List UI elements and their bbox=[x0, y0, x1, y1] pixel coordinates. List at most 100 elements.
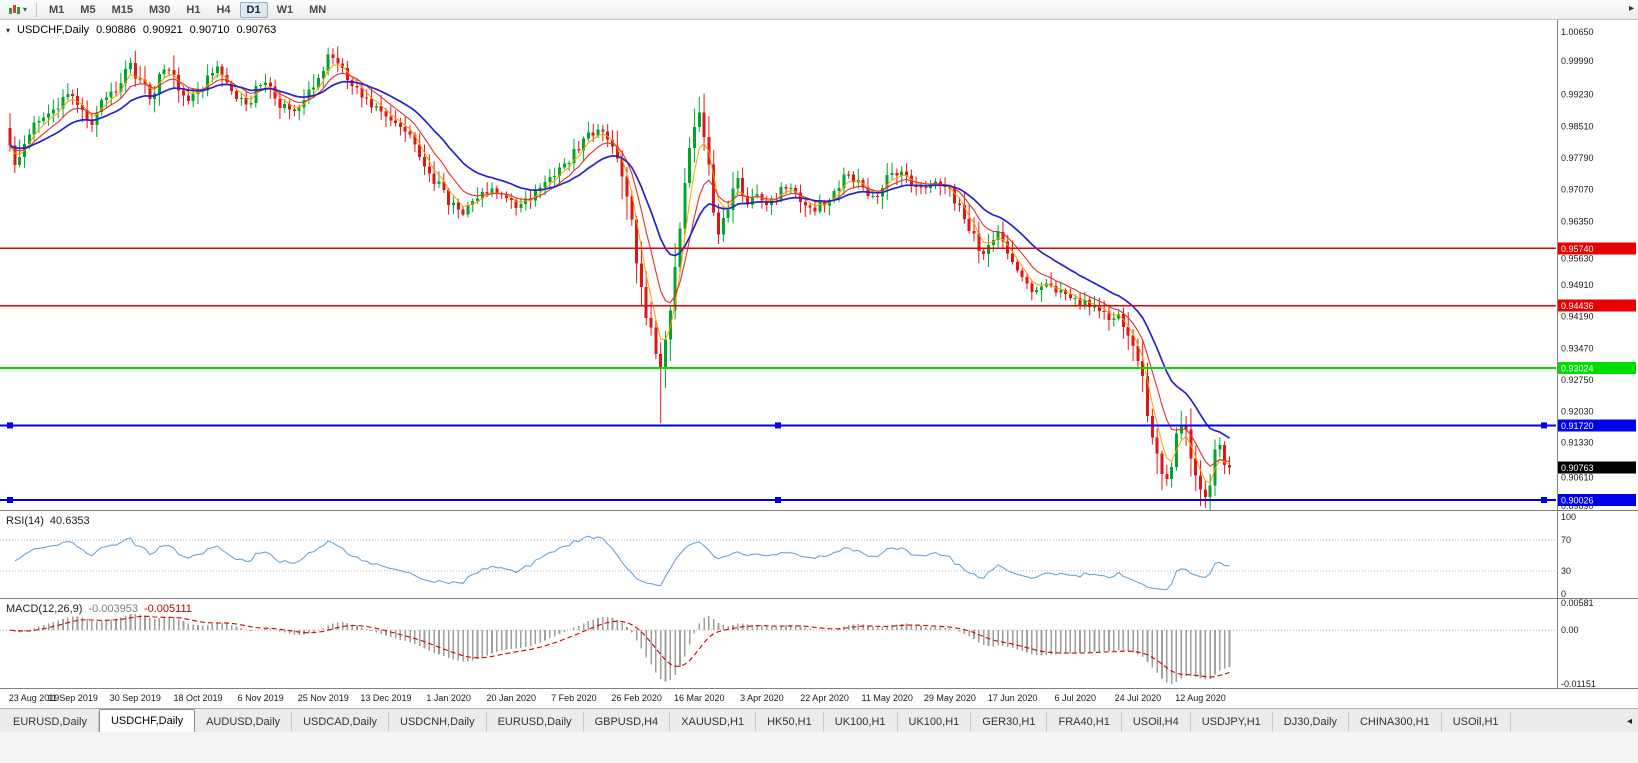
chart-tab-eurusd-daily[interactable]: EURUSD,Daily bbox=[487, 712, 584, 732]
svg-text:1 Jan 2020: 1 Jan 2020 bbox=[426, 693, 471, 703]
chart-tab-usdcnh-daily[interactable]: USDCNH,Daily bbox=[389, 712, 487, 732]
svg-text:0.94436: 0.94436 bbox=[1561, 301, 1594, 311]
svg-text:3 Apr 2020: 3 Apr 2020 bbox=[740, 693, 784, 703]
chart-tab-gbpusd-h4[interactable]: GBPUSD,H4 bbox=[584, 712, 671, 732]
chart-tabs: EURUSD,Daily USDCHF,Daily AUDUSD,Daily USDC… bbox=[0, 708, 1638, 732]
svg-text:0.99230: 0.99230 bbox=[1561, 90, 1594, 100]
svg-text:0.00: 0.00 bbox=[1561, 625, 1579, 635]
svg-text:6 Jul 2020: 6 Jul 2020 bbox=[1054, 693, 1096, 703]
toolbar-separator bbox=[36, 2, 38, 17]
chart-tab-dj30-daily[interactable]: DJ30,Daily bbox=[1273, 712, 1349, 732]
macd-label: MACD(12,26,9) bbox=[6, 603, 83, 615]
svg-text:1.00650: 1.00650 bbox=[1561, 27, 1594, 37]
timeframe-button-d1[interactable]: D1 bbox=[239, 1, 268, 18]
chart-tab-audusd-daily[interactable]: AUDUSD,Daily bbox=[195, 712, 293, 732]
svg-text:11 Sep 2019: 11 Sep 2019 bbox=[47, 693, 97, 703]
svg-text:16 Mar 2020: 16 Mar 2020 bbox=[674, 693, 725, 703]
panel-separators[interactable] bbox=[0, 20, 1638, 689]
chart-tab-fra40-h1[interactable]: FRA40,H1 bbox=[1047, 712, 1122, 732]
chart-tab-usoil-h4[interactable]: USOil,H4 bbox=[1122, 712, 1191, 732]
macd-panel: 0.00581 0.00 -0.01151 bbox=[0, 598, 1596, 689]
chart-tab-china300-h1[interactable]: CHINA300,H1 bbox=[1349, 712, 1442, 732]
timeframe-button-m30[interactable]: M30 bbox=[148, 3, 171, 16]
timeframe-button-w1[interactable]: W1 bbox=[276, 3, 294, 16]
bottom-strip bbox=[0, 732, 1638, 763]
rsi-title: RSI(14) 40.6353 bbox=[6, 515, 90, 527]
timeframe-buttons: M1 M5 M15 M30 H1 H4 D1 W1 MN bbox=[42, 1, 333, 18]
timeframe-button-h4[interactable]: H4 bbox=[216, 3, 231, 16]
timeframe-button-h1[interactable]: H1 bbox=[186, 3, 201, 16]
svg-text:23 Aug 2019: 23 Aug 2019 bbox=[9, 693, 60, 703]
svg-text:0.98510: 0.98510 bbox=[1561, 121, 1594, 131]
quote-close: 0.90763 bbox=[236, 24, 277, 36]
macd-title: MACD(12,26,9) -0.003953 -0.005111 bbox=[6, 603, 192, 615]
toolbar-overflow-icon[interactable]: ▸ bbox=[1628, 3, 1634, 14]
chart-tab-usdjpy-h1[interactable]: USDJPY,H1 bbox=[1191, 712, 1273, 732]
svg-text:24 Jul 2020: 24 Jul 2020 bbox=[1115, 693, 1162, 703]
rsi-value: 40.6353 bbox=[49, 515, 90, 527]
svg-text:25 Nov 2019: 25 Nov 2019 bbox=[298, 693, 349, 703]
chart-tab-hk50-h1[interactable]: HK50,H1 bbox=[756, 712, 824, 732]
chart-tab-uk100-h1[interactable]: UK100,H1 bbox=[824, 712, 898, 732]
chart-tab-xauusd-h1[interactable]: XAUUSD,H1 bbox=[670, 712, 757, 732]
svg-text:0.95630: 0.95630 bbox=[1561, 253, 1594, 263]
svg-text:26 Feb 2020: 26 Feb 2020 bbox=[611, 693, 662, 703]
macd-main-value: -0.003953 bbox=[88, 603, 138, 615]
price-chart-canvas[interactable]: 1.00650 0.99990 0.99230 0.98510 0.97790 0.970… bbox=[0, 20, 1638, 708]
svg-text:0.90026: 0.90026 bbox=[1561, 496, 1594, 506]
chevron-down-icon: ▾ bbox=[23, 5, 28, 14]
chart-tab-usdchf-daily[interactable]: USDCHF,Daily bbox=[98, 709, 196, 732]
rsi-panel: 100 70 30 0 bbox=[0, 512, 1576, 599]
svg-text:20 Jan 2020: 20 Jan 2020 bbox=[487, 693, 537, 703]
svg-text:0.99990: 0.99990 bbox=[1561, 56, 1594, 66]
svg-text:0.90610: 0.90610 bbox=[1561, 473, 1594, 483]
svg-text:18 Oct 2019: 18 Oct 2019 bbox=[173, 693, 222, 703]
horizontal-lines-layer[interactable] bbox=[0, 247, 1556, 504]
timeframe-toolbar: ▾ M1 M5 M15 M30 H1 H4 D1 W1 MN ▸ bbox=[0, 0, 1638, 20]
svg-text:0.94910: 0.94910 bbox=[1561, 280, 1594, 290]
chart-symbol-label: USDCHF,Daily bbox=[17, 24, 90, 36]
chart-tab-eurusd-daily[interactable]: EURUSD,Daily bbox=[2, 712, 99, 732]
chart-title: ▾ USDCHF,Daily 0.90886 0.90921 0.90710 0… bbox=[6, 24, 276, 36]
svg-text:0.90763: 0.90763 bbox=[1561, 463, 1594, 473]
svg-text:11 May 2020: 11 May 2020 bbox=[862, 693, 913, 703]
svg-text:0: 0 bbox=[1561, 589, 1566, 599]
timeframe-button-m1[interactable]: M1 bbox=[49, 3, 65, 16]
tab-scroll-icon[interactable]: ◂ bbox=[1623, 716, 1635, 727]
timeframe-button-m5[interactable]: M5 bbox=[80, 3, 96, 16]
svg-text:0.97070: 0.97070 bbox=[1561, 185, 1594, 195]
svg-text:0.94190: 0.94190 bbox=[1561, 312, 1594, 322]
svg-text:0.93024: 0.93024 bbox=[1561, 363, 1594, 373]
svg-text:0.97790: 0.97790 bbox=[1561, 153, 1594, 163]
chart-tab-usoil-h1[interactable]: USOil,H1 bbox=[1442, 712, 1511, 732]
rsi-label: RSI(14) bbox=[6, 515, 44, 527]
chart-type-icon[interactable]: ▾ bbox=[4, 1, 31, 18]
chart-tabs-track: EURUSD,Daily USDCHF,Daily AUDUSD,Daily USDC… bbox=[2, 709, 1511, 732]
chart-tab-usdcad-daily[interactable]: USDCAD,Daily bbox=[292, 712, 390, 732]
timeframe-button-mn[interactable]: MN bbox=[309, 3, 327, 16]
quote-open: 0.90886 bbox=[96, 24, 136, 36]
svg-text:0.91720: 0.91720 bbox=[1561, 421, 1594, 431]
svg-text:13 Dec 2019: 13 Dec 2019 bbox=[360, 693, 411, 703]
timeframe-button-m15[interactable]: M15 bbox=[111, 3, 133, 16]
quote-high: 0.90921 bbox=[142, 24, 183, 36]
svg-text:7 Feb 2020: 7 Feb 2020 bbox=[551, 693, 597, 703]
mini-candles-glyph bbox=[9, 4, 20, 14]
svg-text:-0.01151: -0.01151 bbox=[1561, 679, 1596, 689]
svg-text:22 Apr 2020: 22 Apr 2020 bbox=[800, 693, 849, 703]
svg-text:30: 30 bbox=[1561, 566, 1571, 576]
svg-text:17 Jun 2020: 17 Jun 2020 bbox=[988, 693, 1038, 703]
svg-text:0.96350: 0.96350 bbox=[1561, 216, 1594, 226]
chart-window[interactable]: 1.00650 0.99990 0.99230 0.98510 0.97790 0.970… bbox=[0, 20, 1638, 708]
svg-text:30 Sep 2019: 30 Sep 2019 bbox=[110, 693, 161, 703]
moving-averages-layer bbox=[9, 64, 1230, 484]
svg-text:0.00581: 0.00581 bbox=[1561, 598, 1594, 608]
svg-text:70: 70 bbox=[1561, 535, 1571, 545]
svg-text:0.92030: 0.92030 bbox=[1561, 407, 1594, 417]
chart-tab-ger30-h1[interactable]: GER30,H1 bbox=[971, 712, 1048, 732]
chart-tab-uk100-h1[interactable]: UK100,H1 bbox=[898, 712, 972, 732]
price-axis[interactable]: 1.00650 0.99990 0.99230 0.98510 0.97790 0.970… bbox=[1558, 27, 1636, 511]
chart-menu-icon: ▾ bbox=[6, 25, 11, 35]
